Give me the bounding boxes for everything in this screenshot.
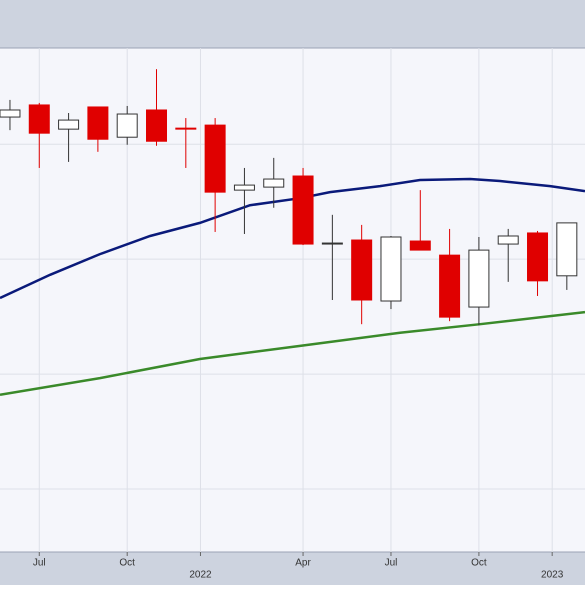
candle-body	[204, 124, 226, 193]
candle-body	[321, 242, 343, 245]
x-tick-label: Oct	[471, 558, 487, 569]
candle-body	[87, 106, 109, 140]
x-tick-label: Oct	[119, 558, 135, 569]
candle-body	[28, 104, 50, 134]
candle-body	[263, 178, 285, 188]
candle-body	[146, 109, 168, 142]
candle-body	[233, 184, 255, 191]
x-tick-label: Apr	[295, 558, 311, 569]
candle-body	[292, 175, 314, 245]
moving-average-line	[0, 177, 585, 300]
top-bar	[0, 0, 585, 48]
candle-body	[439, 254, 461, 318]
candle-body	[380, 236, 402, 302]
x-axis-bar	[0, 552, 585, 585]
moving-average-line	[0, 310, 585, 396]
candle-body	[527, 232, 549, 282]
candle-body	[468, 249, 490, 308]
x-tick-label: Jul	[33, 558, 46, 569]
x-tick-label: 2023	[541, 570, 564, 581]
candle-body	[351, 239, 373, 301]
x-tick-label: 2022	[189, 570, 212, 581]
candle-body	[409, 240, 431, 251]
candle-body	[58, 119, 80, 130]
candle-body	[175, 127, 197, 130]
x-tick-label: Jul	[385, 558, 398, 569]
candle-body	[116, 113, 138, 138]
candle-body	[556, 222, 578, 277]
candle-body	[497, 235, 519, 245]
candle-body	[0, 109, 21, 118]
